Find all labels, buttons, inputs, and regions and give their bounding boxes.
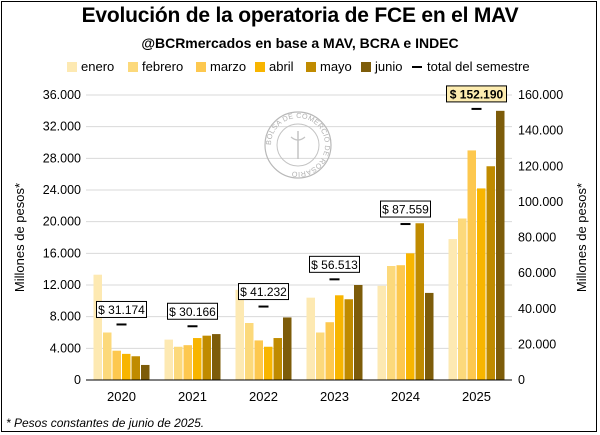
bar-marzo-2023 (325, 322, 334, 380)
y-tick-label-right: 40.000 (518, 302, 556, 316)
y-tick-label-right: 60.000 (518, 266, 556, 280)
footnote: * Pesos constantes de junio de 2025. (6, 416, 205, 430)
watermark-seal-inner (276, 123, 320, 167)
bar-mayo-2025 (486, 166, 495, 380)
bar-marzo-2022 (254, 340, 263, 380)
total-label-box-2021 (167, 302, 218, 320)
total-label-box-2025 (446, 85, 507, 103)
bar-junio-2021 (212, 334, 221, 380)
chart-title: Evolución de la operatoria de FCE en el … (81, 4, 519, 27)
x-tick-label: 2023 (320, 389, 349, 404)
bar-marzo-2024 (396, 265, 405, 380)
bar-abril-2021 (193, 338, 202, 380)
y-tick-label-left: 20.000 (43, 215, 81, 229)
bar-mayo-2021 (202, 335, 211, 380)
x-tick-label: 2021 (178, 389, 207, 404)
legend-label-abril: abril (269, 59, 294, 74)
y-tick-label-right: 80.000 (518, 231, 556, 245)
legend-swatch-abril (255, 62, 265, 72)
y-tick-label-left: 0 (74, 373, 81, 387)
y-tick-label-left: 12.000 (43, 278, 81, 292)
legend-swatch-junio (361, 62, 371, 72)
bar-junio-2024 (425, 292, 434, 380)
total-label-box-2022 (238, 283, 289, 301)
bar-junio-2023 (354, 285, 363, 380)
total-label-box-2020 (96, 300, 147, 318)
bar-mayo-2022 (273, 338, 282, 380)
legend-label-total: total del semestre (427, 59, 530, 74)
bar-enero-2025 (448, 239, 457, 380)
y-axis-label-right: Millones de pesos* (574, 183, 589, 292)
legend-swatch-mayo (306, 62, 316, 72)
y-tick-label-left: 16.000 (43, 246, 81, 260)
bar-febrero-2024 (387, 266, 396, 380)
bar-enero-2024 (377, 285, 386, 380)
y-tick-label-right: 140.000 (518, 124, 563, 138)
bar-enero-2020 (93, 274, 102, 380)
y-tick-label-right: 0 (518, 373, 525, 387)
x-tick-label: 2020 (107, 389, 136, 404)
total-label-box-2023 (309, 255, 360, 273)
total-label-2024: $ 87.559 (382, 203, 429, 217)
legend-swatch-febrero (128, 62, 138, 72)
bar-abril-2023 (335, 295, 344, 380)
total-label-2025: $ 152.190 (450, 87, 504, 101)
y-tick-label-right: 120.000 (518, 159, 563, 173)
bar-mayo-2024 (415, 223, 424, 380)
x-tick-label: 2024 (391, 389, 420, 404)
x-tick-label: 2025 (462, 389, 491, 404)
bar-marzo-2025 (467, 150, 476, 380)
legend-label-marzo: marzo (210, 59, 246, 74)
legend-label-junio: junio (374, 59, 402, 74)
bar-junio-2020 (141, 364, 150, 380)
legend-label-febrero: febrero (142, 59, 183, 74)
y-axis-label-left: Millones de pesos* (12, 183, 27, 292)
y-tick-label-left: 36.000 (43, 88, 81, 102)
bar-enero-2022 (235, 289, 244, 380)
total-label-2022: $ 41.232 (240, 285, 287, 299)
legend-swatch-enero (67, 62, 77, 72)
bar-febrero-2021 (174, 346, 183, 380)
x-tick-label: 2022 (249, 389, 278, 404)
bar-mayo-2020 (131, 356, 140, 380)
total-label-box-2024 (380, 200, 431, 218)
total-label-2023: $ 56.513 (311, 258, 358, 272)
bar-febrero-2020 (103, 332, 112, 380)
total-label-2020: $ 31.174 (98, 303, 145, 317)
watermark-seal-outer (264, 111, 332, 179)
bar-enero-2021 (164, 339, 173, 380)
y-tick-label-right: 160.000 (518, 88, 563, 102)
bar-abril-2020 (122, 353, 131, 380)
watermark-wing (290, 136, 306, 141)
chart-subtitle: @BCRmercados en base a MAV, BCRA e INDEC (141, 35, 459, 51)
bar-marzo-2021 (183, 345, 192, 380)
bar-mayo-2023 (344, 299, 353, 380)
y-tick-label-left: 4.000 (50, 341, 81, 355)
total-label-2021: $ 30.166 (169, 305, 216, 319)
bar-junio-2022 (283, 317, 292, 380)
bar-abril-2025 (477, 188, 486, 380)
bar-febrero-2023 (316, 332, 325, 380)
bar-marzo-2020 (112, 350, 121, 380)
bar-febrero-2025 (458, 218, 467, 380)
bar-junio-2025 (496, 110, 505, 380)
y-tick-label-left: 24.000 (43, 183, 81, 197)
y-tick-label-left: 32.000 (43, 120, 81, 134)
bar-abril-2022 (264, 346, 273, 380)
bar-abril-2024 (406, 253, 415, 380)
y-tick-label-right: 100.000 (518, 195, 563, 209)
y-tick-label-right: 20.000 (518, 337, 556, 351)
legend-label-mayo: mayo (320, 59, 352, 74)
y-tick-label-left: 8.000 (50, 310, 81, 324)
bar-enero-2023 (306, 297, 315, 380)
y-tick-label-left: 28.000 (43, 151, 81, 165)
legend-label-enero: enero (81, 59, 114, 74)
bar-febrero-2022 (245, 323, 254, 380)
legend-swatch-marzo (196, 62, 206, 72)
